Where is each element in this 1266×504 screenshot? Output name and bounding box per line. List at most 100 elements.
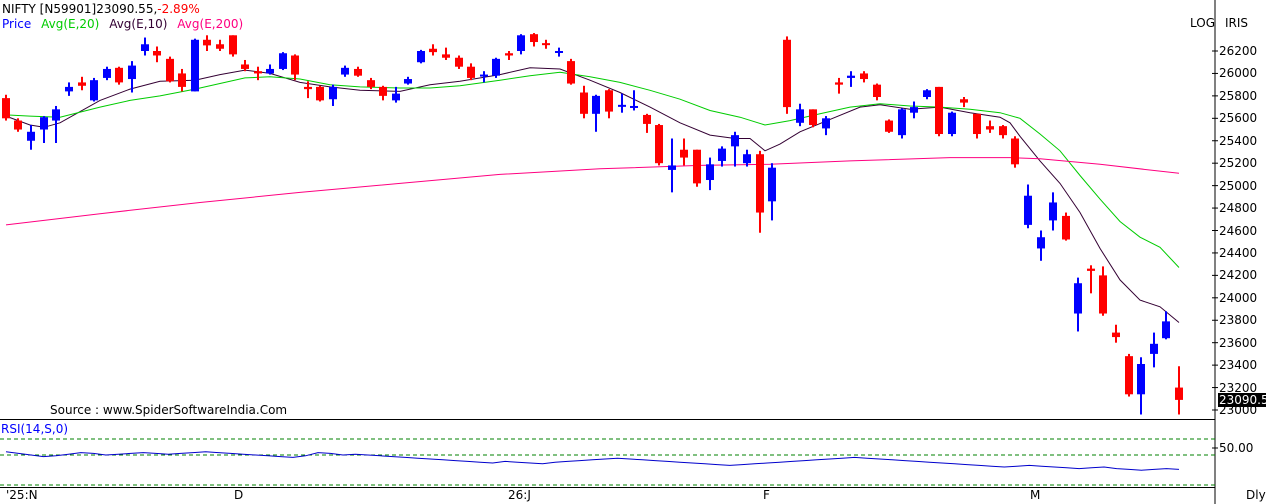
candle: [14, 120, 22, 130]
candle: [1024, 195, 1032, 225]
candle: [354, 68, 362, 76]
candle: [329, 86, 337, 100]
candle: [1162, 321, 1170, 339]
candle: [796, 109, 804, 123]
candle: [960, 99, 968, 103]
y-tick-label: 24000: [1219, 290, 1258, 305]
candle: [605, 90, 613, 112]
y-tick-label: 24800: [1219, 201, 1258, 216]
candle: [429, 48, 437, 53]
y-tick-label: 25200: [1219, 156, 1258, 171]
candle: [65, 86, 73, 92]
candle: [693, 149, 701, 184]
candle: [52, 109, 60, 121]
y-tick-label: 25600: [1219, 111, 1258, 126]
candle: [254, 71, 262, 74]
candle: [860, 73, 868, 80]
candle: [756, 154, 764, 213]
candle: [580, 92, 588, 114]
candle: [379, 86, 387, 96]
x-tick-label: 26:J: [508, 488, 531, 502]
x-tick-label: D: [234, 488, 244, 502]
candle: [592, 95, 600, 114]
candle: [923, 90, 931, 97]
candle: [417, 51, 425, 63]
candle: [203, 39, 211, 46]
candle: [1175, 387, 1183, 400]
candle: [885, 120, 893, 132]
y-tick-label: 24600: [1219, 223, 1258, 238]
symbol-label: NIFTY [N59901]23090.55,: [2, 2, 158, 16]
candle: [910, 107, 918, 113]
y-tick-label: 25400: [1219, 133, 1258, 148]
candle: [166, 58, 174, 82]
candle: [873, 84, 881, 97]
candle: [731, 135, 739, 147]
candle: [216, 44, 224, 49]
candle: [467, 66, 475, 78]
y-tick-label: 23200: [1219, 380, 1258, 395]
candle: [783, 39, 791, 108]
chart-title: NIFTY [N59901]23090.55,-2.89%: [2, 2, 200, 16]
candle: [668, 165, 676, 170]
candle: [986, 126, 994, 130]
candle: [279, 53, 287, 69]
candle: [141, 44, 149, 51]
change-percent: -2.89%: [157, 2, 200, 16]
candle: [835, 82, 843, 85]
y-tick-label: 26000: [1219, 66, 1258, 81]
candle: [153, 51, 161, 56]
iris-button[interactable]: IRIS: [1225, 16, 1249, 30]
y-tick-label: 25000: [1219, 178, 1258, 193]
candle: [229, 35, 237, 55]
candle: [517, 35, 525, 51]
candle: [367, 80, 375, 87]
y-tick-label: 25800: [1219, 88, 1258, 103]
candle: [847, 75, 855, 78]
candle: [1099, 275, 1107, 314]
candle: [241, 64, 249, 69]
candle: [1049, 202, 1057, 221]
legend-price: Price: [2, 17, 32, 31]
x-tick-label: '25:N: [6, 488, 38, 502]
candle: [567, 61, 575, 84]
candle: [455, 57, 463, 67]
candle: [935, 86, 943, 135]
candle: [1125, 356, 1133, 395]
period-label[interactable]: Dly: [1246, 488, 1266, 502]
candle: [341, 67, 349, 75]
rsi-line: [5, 451, 1180, 471]
source-label: Source : www.SpiderSoftwareIndia.Com: [50, 403, 288, 417]
candle: [530, 34, 538, 43]
candle: [505, 53, 513, 56]
candle: [316, 86, 324, 101]
y-tick-label: 26200: [1219, 44, 1258, 58]
candle: [718, 148, 726, 161]
candle: [404, 79, 412, 84]
legend: Price Avg(E,20) Avg(E,10) Avg(E,200): [2, 17, 249, 31]
candle: [1074, 283, 1082, 314]
x-tick-label: F: [763, 488, 770, 502]
log-scale-toggle[interactable]: LOG: [1190, 16, 1216, 30]
candle: [291, 55, 299, 75]
candle: [1011, 138, 1019, 165]
candle: [542, 43, 550, 46]
rsi-label: RSI(14,S,0): [1, 422, 69, 436]
y-tick-label: 23000: [1219, 403, 1258, 417]
candle: [643, 114, 651, 124]
candle: [973, 113, 981, 135]
candle: [40, 117, 48, 130]
candle: [103, 68, 111, 78]
y-tick-label: 23800: [1219, 313, 1258, 328]
candle: [115, 67, 123, 83]
y-tick-label: 24200: [1219, 268, 1258, 283]
ema-line: [5, 157, 1180, 226]
candle: [680, 149, 688, 158]
y-tick-label: 23600: [1219, 335, 1258, 350]
candle: [442, 54, 450, 58]
y-tick-label: 23400: [1219, 358, 1258, 373]
candle: [191, 39, 199, 92]
candle: [266, 68, 274, 74]
ema-line: [5, 71, 1180, 268]
